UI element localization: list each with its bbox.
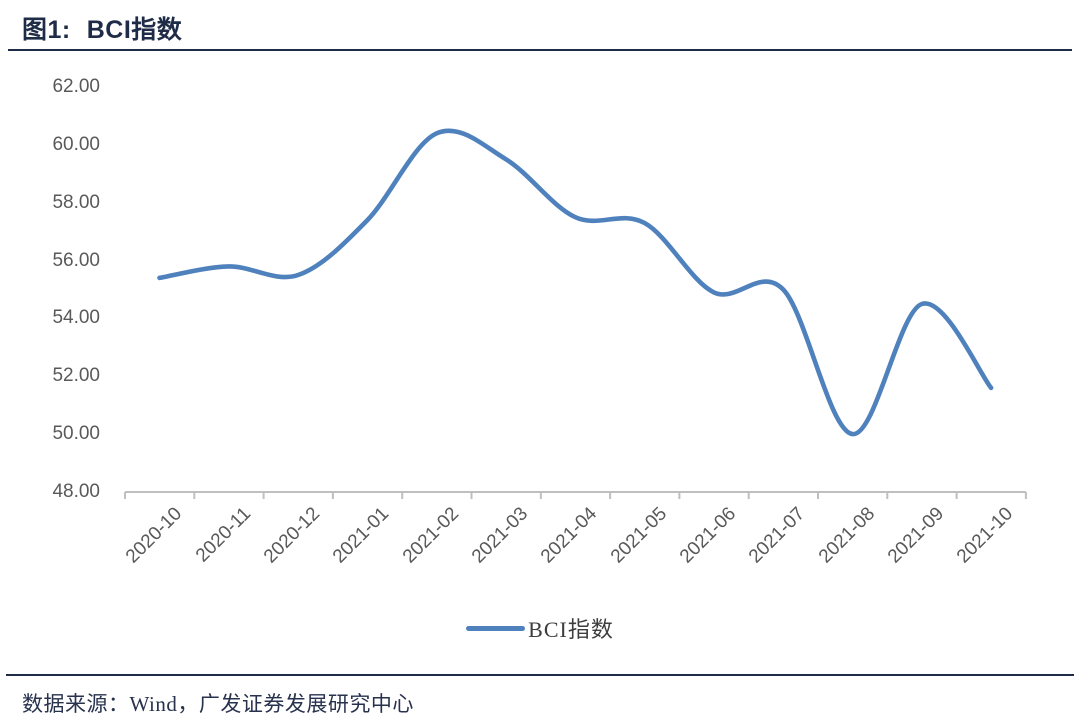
y-axis-tick-label: 54.00	[52, 307, 100, 329]
legend: BCI指数	[0, 612, 1080, 644]
y-axis-tick-label: 48.00	[52, 481, 100, 502]
y-axis-tick-label: 62.00	[52, 76, 100, 97]
legend-label: BCI指数	[528, 617, 614, 642]
header-divider	[8, 49, 1072, 51]
y-axis-tick-label: 58.00	[52, 191, 100, 213]
y-axis-tick-label: 50.00	[52, 423, 100, 445]
x-axis-ticks	[124, 492, 1027, 499]
chart-title-text: BCI指数	[86, 16, 183, 44]
chart-line-bci	[157, 128, 994, 437]
y-axis-tick-label: 56.00	[52, 249, 100, 271]
figure-label: 图1:	[22, 16, 71, 44]
data-source-text: 数据来源：Wind，广发证券发展研究中心	[22, 692, 414, 716]
footer-divider	[6, 674, 1074, 676]
line-chart	[124, 128, 1027, 499]
legend-line-swatch	[466, 625, 526, 631]
y-axis-tick-label: 60.00	[52, 133, 100, 155]
y-axis-tick-label: 52.00	[52, 365, 100, 387]
page-title: 图1: BCI指数	[22, 10, 182, 46]
